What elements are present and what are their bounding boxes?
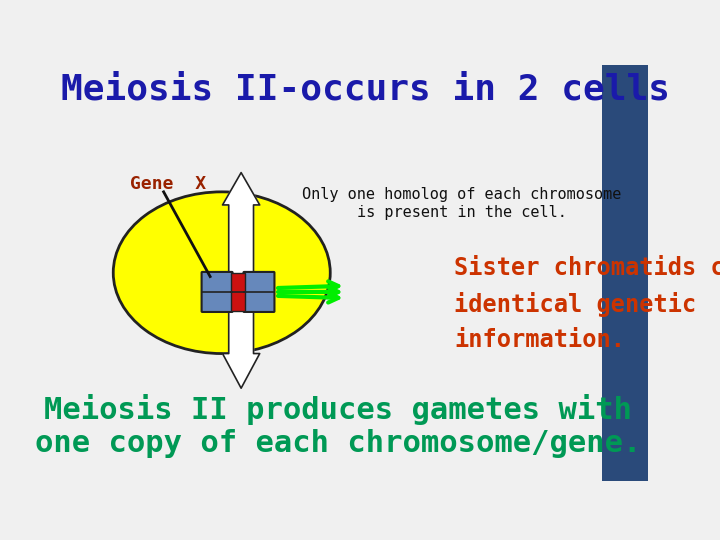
Text: Gene  X: Gene X — [130, 175, 207, 193]
Text: Only one homolog of each chromosome
is present in the cell.: Only one homolog of each chromosome is p… — [302, 187, 621, 220]
FancyBboxPatch shape — [243, 272, 274, 312]
Ellipse shape — [113, 192, 330, 354]
Text: Meiosis II produces gametes with: Meiosis II produces gametes with — [44, 394, 632, 426]
Bar — [231, 273, 245, 311]
Bar — [601, 65, 648, 481]
Polygon shape — [222, 173, 260, 292]
Text: one copy of each chromosome/gene.: one copy of each chromosome/gene. — [35, 429, 642, 458]
Text: Sister chromatids carry
identical genetic
information.: Sister chromatids carry identical geneti… — [454, 255, 720, 352]
Text: Meiosis II-occurs in 2 cells: Meiosis II-occurs in 2 cells — [60, 72, 670, 106]
Polygon shape — [222, 300, 260, 388]
FancyBboxPatch shape — [202, 272, 233, 312]
